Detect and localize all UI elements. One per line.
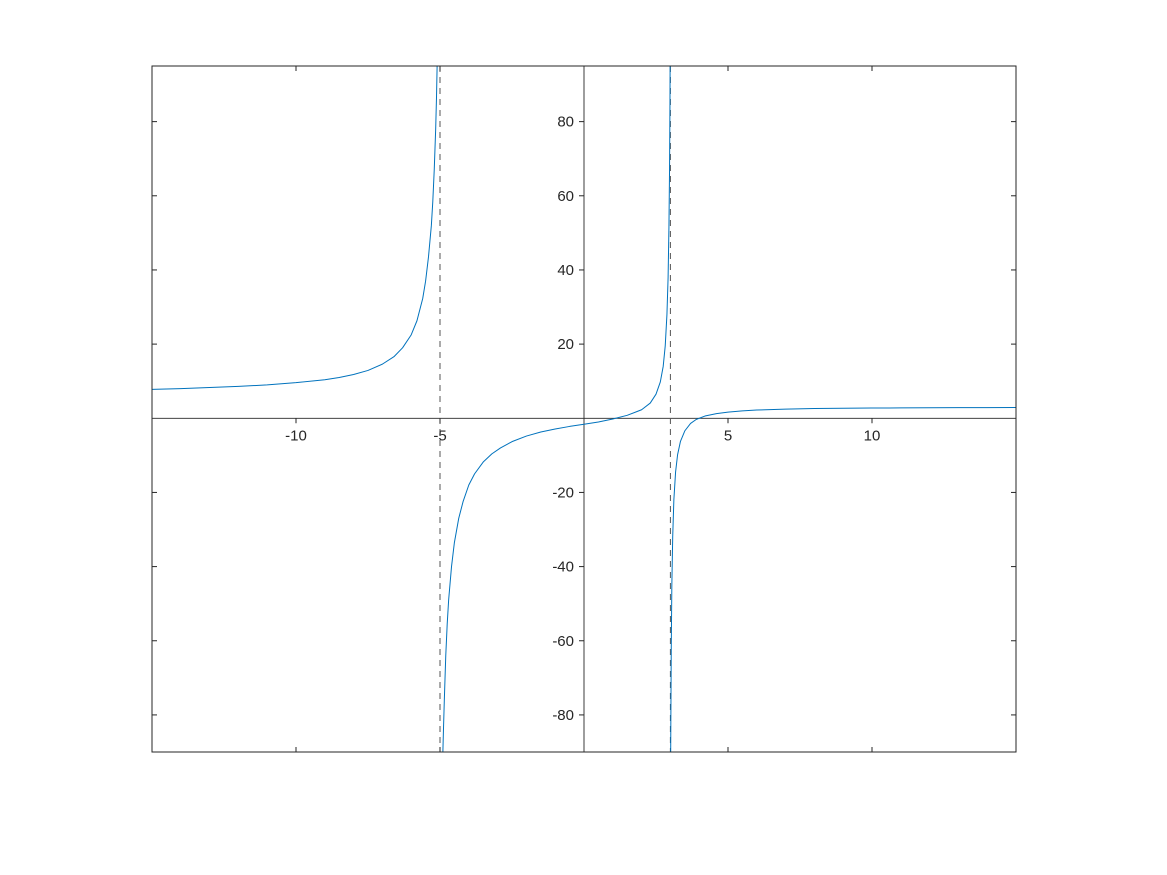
x-tick-label: 5	[724, 427, 732, 444]
y-tick-label: -40	[552, 559, 574, 576]
x-tick-label: 10	[864, 427, 881, 444]
y-tick-label: 40	[557, 262, 574, 279]
y-tick-label: 60	[557, 188, 574, 205]
y-tick-label: -80	[552, 707, 574, 724]
y-tick-label: 20	[557, 336, 574, 353]
y-tick-label: -20	[552, 484, 574, 501]
x-tick-label: -5	[433, 427, 446, 444]
y-tick-label: -60	[552, 633, 574, 650]
y-tick-label: 80	[557, 114, 574, 131]
x-tick-label: -10	[285, 427, 307, 444]
chart-container: -10 -5 5 10 -80 -60 -40 -20 20 40 60 80	[0, 0, 1167, 875]
chart-svg: -10 -5 5 10 -80 -60 -40 -20 20 40 60 80	[0, 0, 1167, 875]
